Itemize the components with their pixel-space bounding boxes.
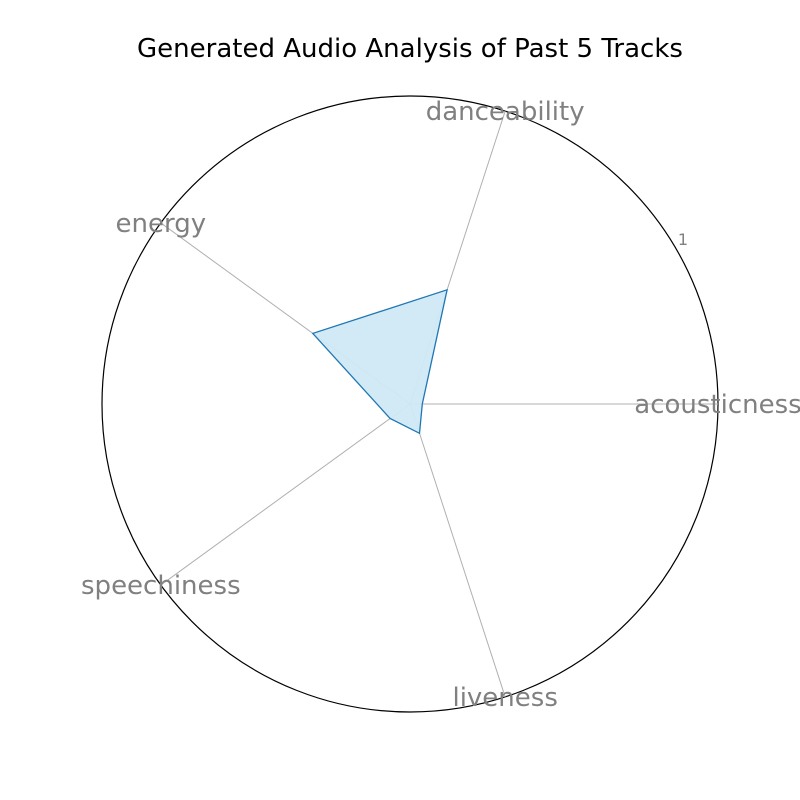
chart-title: Generated Audio Analysis of Past 5 Track…	[137, 34, 683, 64]
r-tick-label: 1	[678, 230, 688, 249]
spoke-liveness	[409, 403, 506, 698]
axis-label-energy: energy	[116, 209, 207, 239]
axis-label-acousticness: acousticness	[634, 390, 800, 420]
axis-label-liveness: liveness	[452, 683, 557, 713]
axis-label-danceability: danceability	[426, 97, 585, 127]
series-outline	[311, 288, 448, 435]
spoke-speechiness	[160, 403, 411, 586]
series-area	[312, 289, 448, 434]
axis-label-speechiness: speechiness	[81, 571, 241, 601]
